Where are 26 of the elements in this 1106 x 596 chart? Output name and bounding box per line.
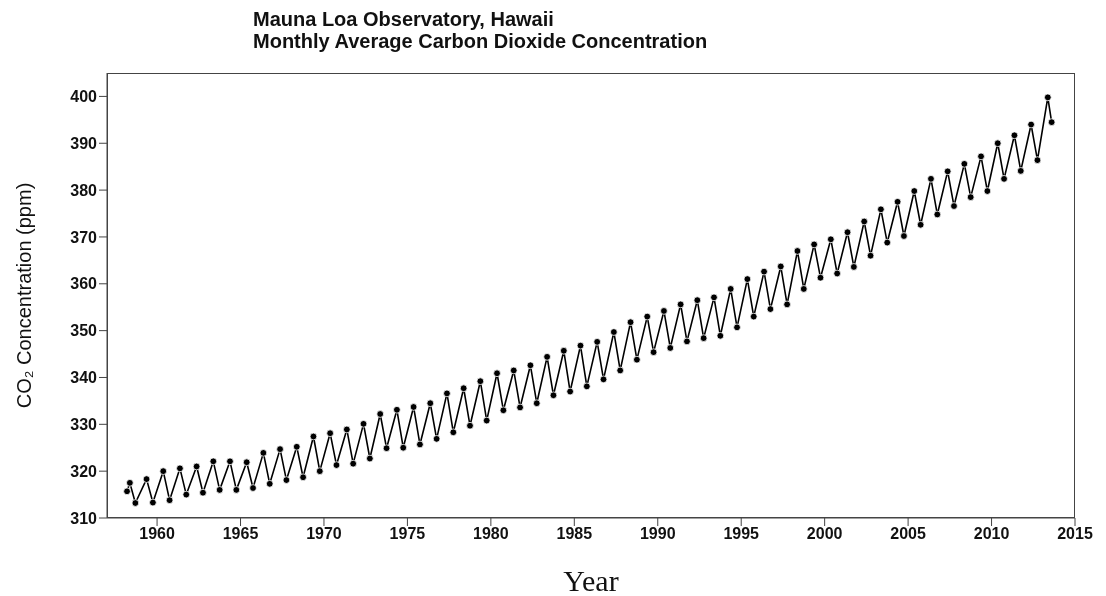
y-tick-label: 380 — [70, 181, 98, 199]
y-tick-label: 390 — [70, 134, 98, 152]
x-tick-label: 2000 — [806, 525, 843, 543]
x-tick-label: 1980 — [473, 525, 509, 543]
x-tick-label: 1985 — [556, 525, 593, 543]
y-tick-label: 340 — [70, 369, 98, 387]
x-tick-label: 1970 — [306, 525, 342, 543]
y-tick-label: 370 — [70, 228, 98, 246]
y-tick-label: 400 — [70, 88, 98, 106]
x-tick-label: 1965 — [222, 525, 259, 543]
y-axis-title: CO₂ Concentration (ppm) — [13, 182, 36, 409]
y-tick-label: 350 — [70, 322, 98, 340]
x-tick-label: 1995 — [723, 525, 760, 543]
chart-title: Mauna Loa Observatory, Hawaii — [253, 8, 555, 30]
x-axis-title: Year — [563, 564, 619, 596]
y-tick-label: 310 — [70, 509, 98, 527]
x-tick-label: 1960 — [139, 525, 175, 543]
y-tick-label: 360 — [70, 275, 98, 293]
x-tick-label: 2015 — [1057, 525, 1093, 543]
y-tick-label: 330 — [70, 416, 98, 433]
y-tick-label: 320 — [70, 462, 98, 480]
chart-subtitle: Monthly Average Carbon Dioxide Concentration — [253, 30, 709, 52]
x-tick-label: 1990 — [639, 525, 676, 543]
x-tick-label: 1975 — [389, 525, 426, 543]
x-tick-label: 2010 — [973, 525, 1010, 543]
x-tick-label: 2005 — [890, 525, 926, 543]
